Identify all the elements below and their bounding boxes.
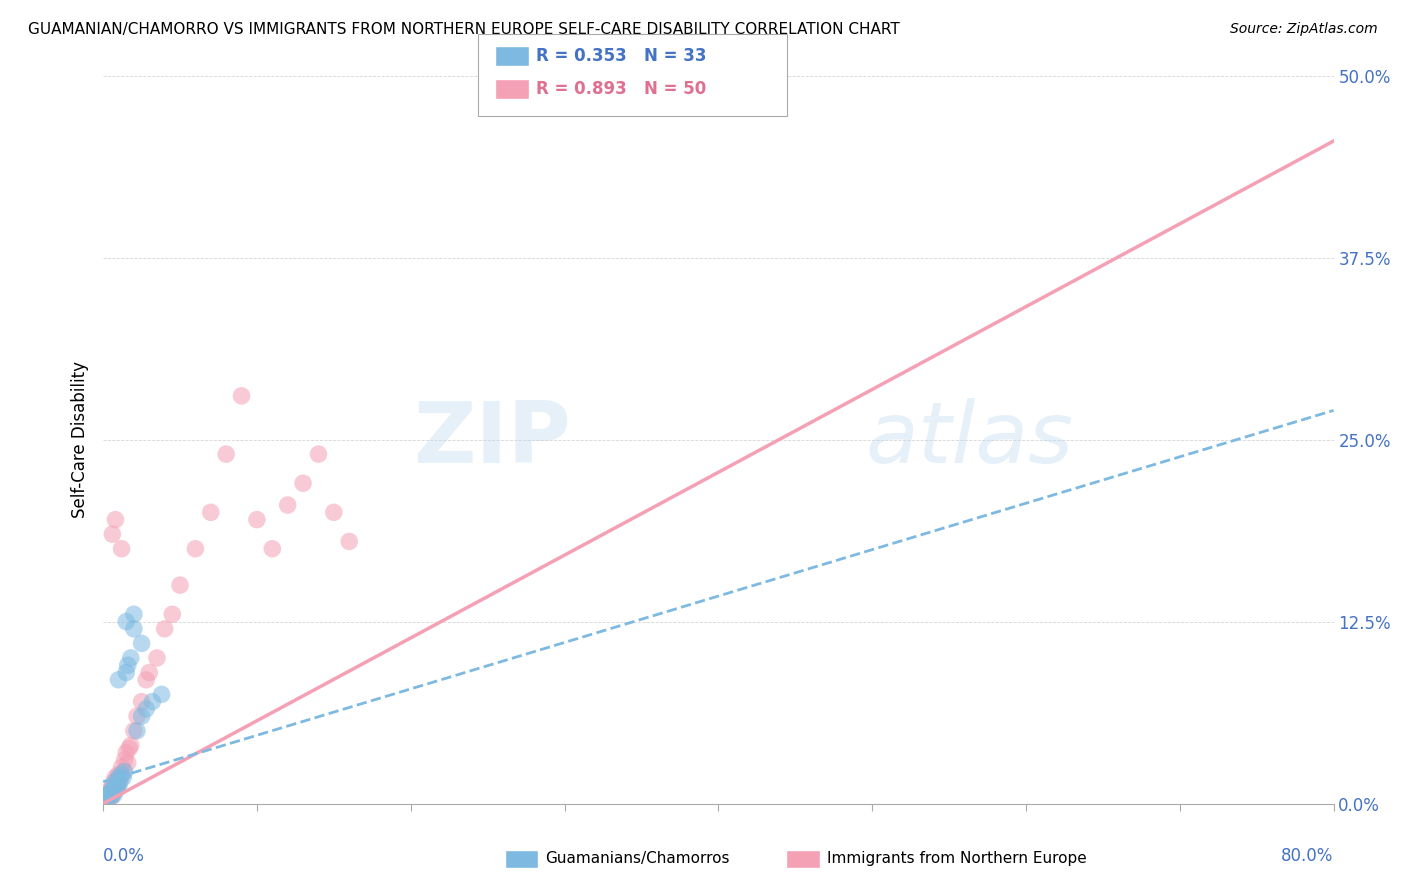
Point — [231, 389, 253, 403]
Point — [104, 513, 127, 527]
Point — [100, 789, 122, 804]
Point — [93, 794, 115, 808]
Point — [101, 779, 124, 793]
Point — [122, 607, 145, 622]
Point — [107, 779, 129, 793]
Point — [101, 788, 124, 802]
Point — [153, 622, 176, 636]
Point — [262, 541, 284, 556]
Point — [103, 783, 125, 797]
Point — [169, 578, 191, 592]
Point — [120, 739, 142, 753]
Point — [135, 702, 157, 716]
Point — [162, 607, 184, 622]
Point — [97, 788, 120, 802]
Point — [107, 767, 129, 781]
Point — [292, 476, 315, 491]
Point — [122, 723, 145, 738]
Text: 0.0%: 0.0% — [103, 847, 145, 865]
Point — [101, 527, 124, 541]
Point — [131, 709, 153, 723]
Point — [125, 709, 148, 723]
Point — [93, 792, 115, 806]
Point — [96, 789, 118, 804]
Text: Immigrants from Northern Europe: Immigrants from Northern Europe — [827, 852, 1087, 866]
Point — [100, 790, 122, 805]
Point — [110, 767, 132, 781]
Point — [97, 789, 120, 804]
Point — [103, 785, 125, 799]
Point — [100, 782, 122, 797]
Point — [115, 746, 138, 760]
Point — [103, 774, 125, 789]
Text: R = 0.353   N = 33: R = 0.353 N = 33 — [536, 47, 706, 65]
Text: atlas: atlas — [866, 398, 1074, 481]
Point — [246, 513, 269, 527]
Point — [135, 673, 157, 687]
Point — [100, 785, 122, 799]
Point — [96, 792, 118, 806]
Point — [97, 792, 120, 806]
Point — [97, 790, 120, 805]
Point — [110, 541, 132, 556]
Text: 80.0%: 80.0% — [1281, 847, 1333, 865]
Point — [122, 622, 145, 636]
Point — [215, 447, 238, 461]
Point — [115, 665, 138, 680]
Point — [138, 665, 160, 680]
Point — [108, 770, 131, 784]
Point — [107, 774, 129, 789]
Text: GUAMANIAN/CHAMORRO VS IMMIGRANTS FROM NORTHERN EUROPE SELF-CARE DISABILITY CORRE: GUAMANIAN/CHAMORRO VS IMMIGRANTS FROM NO… — [28, 22, 900, 37]
Point — [117, 756, 139, 770]
Point — [125, 723, 148, 738]
Y-axis label: Self-Care Disability: Self-Care Disability — [72, 361, 89, 518]
Point — [93, 794, 115, 808]
Point — [337, 534, 360, 549]
Point — [322, 505, 344, 519]
Text: R = 0.893   N = 50: R = 0.893 N = 50 — [536, 80, 706, 98]
Point — [117, 658, 139, 673]
Point — [107, 673, 129, 687]
Point — [110, 760, 132, 774]
Point — [114, 764, 136, 779]
Text: Guamanians/Chamorros: Guamanians/Chamorros — [546, 852, 730, 866]
Point — [200, 505, 222, 519]
Point — [101, 782, 124, 797]
Point — [105, 779, 128, 793]
Point — [114, 753, 136, 767]
Point — [98, 789, 121, 804]
Point — [104, 770, 127, 784]
Point — [131, 636, 153, 650]
Point — [104, 779, 127, 793]
Text: Source: ZipAtlas.com: Source: ZipAtlas.com — [1230, 22, 1378, 37]
Point — [98, 785, 121, 799]
Point — [108, 774, 131, 789]
Point — [115, 615, 138, 629]
Point — [96, 790, 118, 805]
Point — [98, 788, 121, 802]
Point — [150, 687, 173, 701]
Point — [131, 695, 153, 709]
Point — [107, 770, 129, 784]
Point — [103, 788, 125, 802]
Point — [104, 774, 127, 789]
Point — [112, 764, 135, 779]
Point — [141, 695, 163, 709]
Point — [98, 786, 121, 800]
Point — [120, 651, 142, 665]
Text: ZIP: ZIP — [413, 398, 571, 481]
Point — [146, 651, 169, 665]
Point — [307, 447, 329, 461]
Point — [112, 770, 135, 784]
Point — [105, 782, 128, 797]
Point — [104, 782, 127, 797]
Point — [277, 498, 299, 512]
Point — [118, 741, 141, 756]
Point — [184, 541, 207, 556]
